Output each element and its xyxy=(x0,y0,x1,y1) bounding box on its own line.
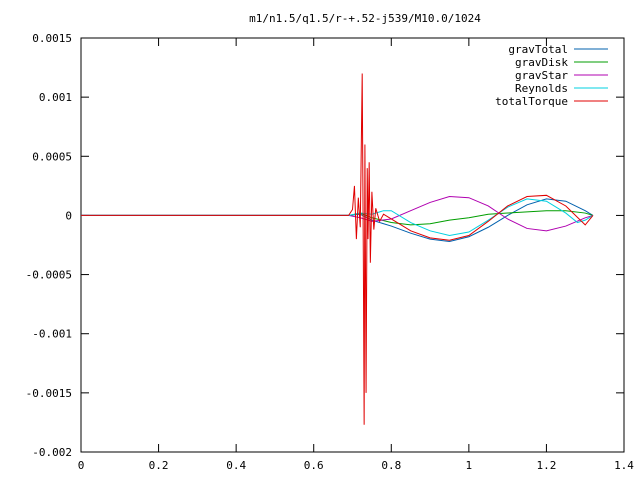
y-tick-label: -0.002 xyxy=(32,446,72,459)
series-line-Reynolds xyxy=(81,198,594,237)
y-tick-label: -0.0015 xyxy=(26,387,72,400)
x-tick-label: 0.2 xyxy=(149,459,169,472)
y-tick-label: -0.0005 xyxy=(26,269,72,282)
series-lines xyxy=(81,73,594,425)
legend-label: gravStar xyxy=(515,69,568,82)
x-tick-label: 0.8 xyxy=(381,459,401,472)
legend-label: gravTotal xyxy=(508,43,568,56)
series-line-gravTotal xyxy=(81,198,594,242)
series-line-totalTorque xyxy=(81,73,594,425)
legend-label: totalTorque xyxy=(495,95,568,108)
x-tick-label: 1 xyxy=(466,459,473,472)
chart-title: m1/n1.5/q1.5/r-+.52-j539/M10.0/1024 xyxy=(249,12,481,25)
y-tick-label: 0.001 xyxy=(39,91,72,104)
legend-label: Reynolds xyxy=(515,82,568,95)
x-tick-label: 0.4 xyxy=(226,459,246,472)
y-tick-label: 0.0005 xyxy=(32,150,72,163)
series-line-gravDisk xyxy=(81,210,594,226)
x-axis-ticks: 0 0.2 0.4 0.6 0.8 1 1.2 1.4 xyxy=(78,38,634,472)
y-tick-label: 0 xyxy=(65,209,72,222)
x-tick-label: 0 xyxy=(78,459,85,472)
legend: gravTotalgravDiskgravStarReynoldstotalTo… xyxy=(495,43,608,108)
y-tick-label: -0.001 xyxy=(32,328,72,341)
legend-label: gravDisk xyxy=(515,56,568,69)
series-line-gravStar xyxy=(81,195,594,232)
x-tick-label: 1.2 xyxy=(536,459,556,472)
x-tick-label: 0.6 xyxy=(304,459,324,472)
x-tick-label: 1.4 xyxy=(614,459,634,472)
y-tick-label: 0.0015 xyxy=(32,32,72,45)
plot-frame xyxy=(80,37,625,453)
